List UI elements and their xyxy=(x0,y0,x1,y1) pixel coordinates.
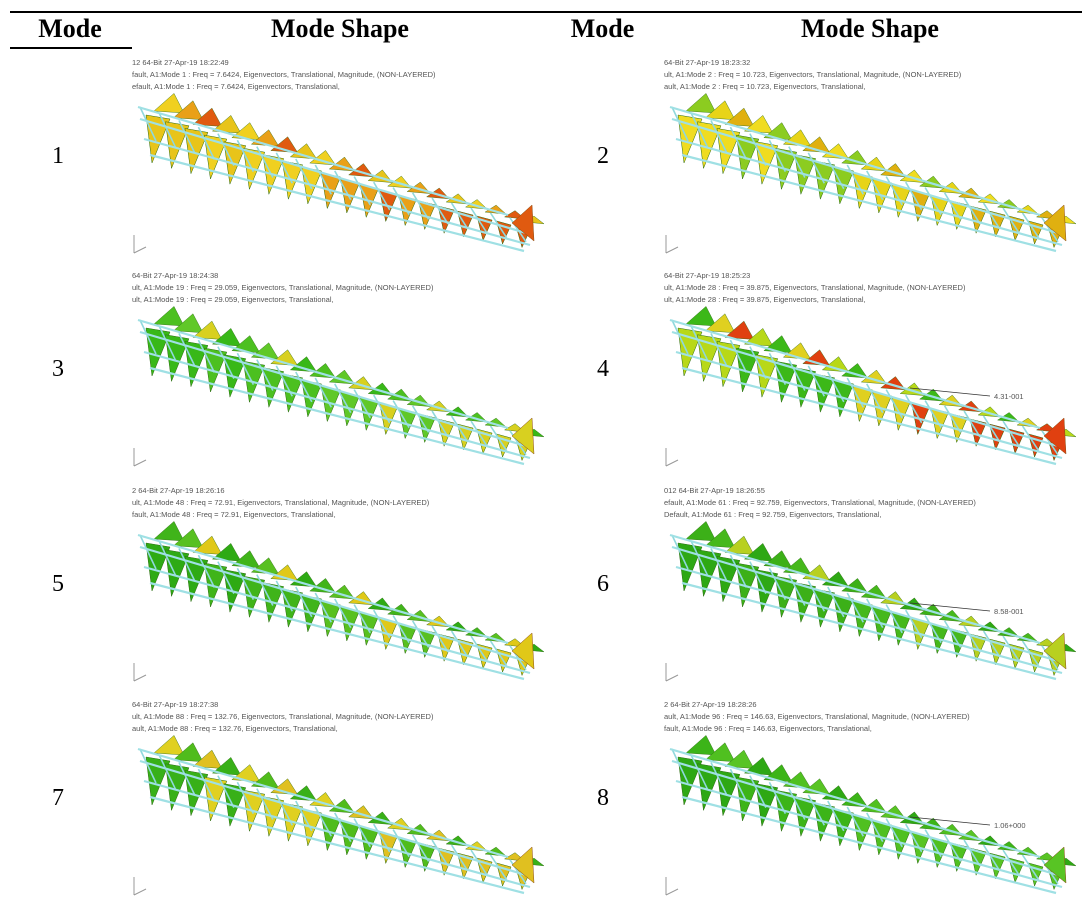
wing-spar xyxy=(140,761,526,875)
axis-triad xyxy=(134,235,146,253)
image-caption: ult, A1:Mode 2 : Freq = 10.723, Eigenvec… xyxy=(664,70,962,79)
axis-triad xyxy=(666,235,678,253)
image-caption: 012 64-Bit 27-Apr-19 18:26:55 xyxy=(664,486,765,495)
mode-number: 6 xyxy=(583,571,623,598)
wing-spar xyxy=(676,139,1062,245)
image-caption: efault, A1:Mode 61 : Freq = 92.759, Eige… xyxy=(664,498,976,507)
page: Mode Mode Shape Mode Mode Shape (() => {… xyxy=(0,0,1091,902)
mode-number: 3 xyxy=(38,356,78,383)
image-caption: ult, A1:Mode 19 : Freq = 29.059, Eigenve… xyxy=(132,283,434,292)
image-caption: ult, A1:Mode 28 : Freq = 39.875, Eigenve… xyxy=(664,295,866,304)
wing-spar xyxy=(144,139,530,245)
wing-spar xyxy=(676,567,1062,673)
image-caption: ult, A1:Mode 88 : Freq = 132.76, Eigenve… xyxy=(132,712,434,721)
wing-spar xyxy=(144,781,530,887)
image-caption: fault, A1:Mode 48 : Freq = 72.91, Eigenv… xyxy=(132,510,336,519)
mode-shape-image: 12 64-Bit 27-Apr-19 18:22:49 fault, A1:Mo… xyxy=(128,55,548,260)
mode-number: 8 xyxy=(583,785,623,812)
wing-spar xyxy=(672,119,1058,233)
image-caption: ult, A1:Mode 28 : Freq = 39.875, Eigenve… xyxy=(664,283,966,292)
wing-spar xyxy=(676,352,1062,458)
image-caption: 64-Bit 27-Apr-19 18:25:23 xyxy=(664,271,750,280)
mode-shape-image: 2 64-Bit 27-Apr-19 18:26:16 ult, A1:Mode … xyxy=(128,483,548,688)
image-caption: ault, A1:Mode 88 : Freq = 132.76, Eigenv… xyxy=(132,724,338,733)
image-caption: ult, A1:Mode 19 : Freq = 29.059, Eigenve… xyxy=(132,295,334,304)
wing-fin xyxy=(154,93,184,113)
image-caption: ault, A1:Mode 2 : Freq = 10.723, Eigenve… xyxy=(664,82,866,91)
wing-spar xyxy=(140,119,526,233)
wing-fin xyxy=(154,735,184,755)
image-caption: ult, A1:Mode 48 : Freq = 72.91, Eigenvec… xyxy=(132,498,430,507)
wing-spar xyxy=(144,352,530,458)
image-caption: efault, A1:Mode 1 : Freq = 7.6424, Eigen… xyxy=(132,82,340,91)
image-caption: fault, A1:Mode 96 : Freq = 146.63, Eigen… xyxy=(664,724,872,733)
header-cell: Mode xyxy=(10,14,130,44)
top-rule xyxy=(10,11,1082,13)
mode-shape-image: 64-Bit 27-Apr-19 18:24:38 ult, A1:Mode 19… xyxy=(128,268,548,473)
wing-spar xyxy=(672,547,1058,661)
wing-fin xyxy=(686,521,716,541)
wing-fin xyxy=(154,306,184,326)
wing-fin xyxy=(154,521,184,541)
annotation: 8.58-001 xyxy=(994,607,1024,616)
header-cell: Mode Shape xyxy=(200,14,480,44)
image-caption: 2 64-Bit 27-Apr-19 18:26:16 xyxy=(132,486,225,495)
annotation: 1.06+000 xyxy=(994,821,1026,830)
image-caption: ault, A1:Mode 96 : Freq = 146.63, Eigenv… xyxy=(664,712,970,721)
mode-number: 5 xyxy=(38,571,78,598)
axis-triad xyxy=(666,663,678,681)
mode-shape-image: 2 64-Bit 27-Apr-19 18:28:26 ault, A1:Mode… xyxy=(660,697,1080,902)
wing-fin xyxy=(686,93,716,113)
wing-spar xyxy=(672,332,1058,446)
mode-shape-image: 64-Bit 27-Apr-19 18:27:38 ult, A1:Mode 88… xyxy=(128,697,548,902)
mode-number: 7 xyxy=(38,785,78,812)
mode-number: 2 xyxy=(583,143,623,170)
annotation: 4.31-001 xyxy=(994,392,1024,401)
axis-triad xyxy=(134,448,146,466)
wing-fin xyxy=(686,306,716,326)
mode-number: 4 xyxy=(583,356,623,383)
axis-triad xyxy=(134,877,146,895)
wing-spar xyxy=(672,761,1058,875)
header-cell: Mode Shape xyxy=(730,14,1010,44)
image-caption: Default, A1:Mode 61 : Freq = 92.759, Eig… xyxy=(664,510,881,519)
wing-fin xyxy=(686,735,716,755)
image-caption: 12 64-Bit 27-Apr-19 18:22:49 xyxy=(132,58,229,67)
mode-shape-image: 64-Bit 27-Apr-19 18:23:32 ult, A1:Mode 2 … xyxy=(660,55,1080,260)
header-cell: Mode xyxy=(545,14,660,44)
header-rule xyxy=(10,47,132,49)
wing-spar xyxy=(140,332,526,446)
image-caption: 64-Bit 27-Apr-19 18:27:38 xyxy=(132,700,218,709)
wing-spar xyxy=(140,547,526,661)
mode-shape-image: 012 64-Bit 27-Apr-19 18:26:55 efault, A1:… xyxy=(660,483,1080,688)
mode-shape-image: 64-Bit 27-Apr-19 18:25:23 ult, A1:Mode 28… xyxy=(660,268,1080,473)
image-caption: 2 64-Bit 27-Apr-19 18:28:26 xyxy=(664,700,757,709)
image-caption: 64-Bit 27-Apr-19 18:24:38 xyxy=(132,271,218,280)
wing-spar xyxy=(144,567,530,673)
mode-number: 1 xyxy=(38,143,78,170)
image-caption: 64-Bit 27-Apr-19 18:23:32 xyxy=(664,58,750,67)
axis-triad xyxy=(134,663,146,681)
axis-triad xyxy=(666,877,678,895)
image-caption: fault, A1:Mode 1 : Freq = 7.6424, Eigenv… xyxy=(132,70,436,79)
axis-triad xyxy=(666,448,678,466)
wing-spar xyxy=(676,781,1062,887)
